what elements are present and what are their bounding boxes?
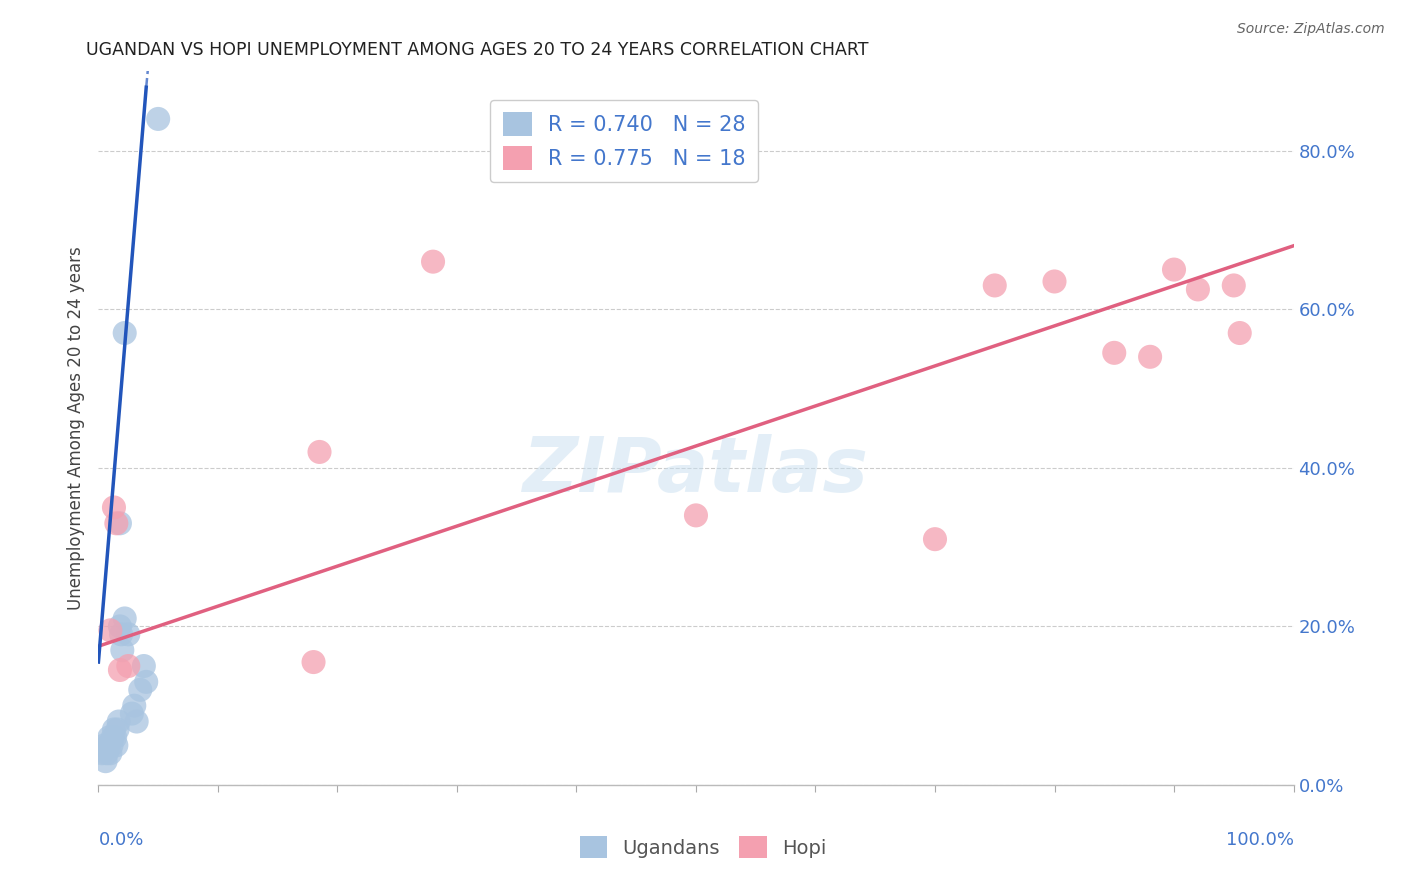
Point bbox=[1139, 350, 1161, 364]
Point bbox=[148, 112, 170, 126]
Point bbox=[103, 723, 125, 737]
Point bbox=[1229, 326, 1251, 340]
Point bbox=[302, 655, 325, 669]
Point bbox=[105, 516, 128, 531]
Point bbox=[108, 516, 131, 531]
Point bbox=[129, 682, 152, 697]
Point bbox=[98, 746, 122, 760]
Point bbox=[91, 746, 114, 760]
Text: ZIPatlas: ZIPatlas bbox=[523, 434, 869, 508]
Point bbox=[101, 731, 124, 745]
Point bbox=[97, 739, 120, 753]
Point bbox=[96, 746, 118, 760]
Text: UGANDAN VS HOPI UNEMPLOYMENT AMONG AGES 20 TO 24 YEARS CORRELATION CHART: UGANDAN VS HOPI UNEMPLOYMENT AMONG AGES … bbox=[87, 41, 869, 59]
Point bbox=[117, 627, 139, 641]
Point bbox=[98, 731, 121, 745]
Text: 100.0%: 100.0% bbox=[1226, 831, 1294, 849]
Point bbox=[114, 611, 136, 625]
Point bbox=[107, 723, 129, 737]
Point bbox=[114, 326, 136, 340]
Point bbox=[308, 445, 330, 459]
Point bbox=[104, 731, 127, 745]
Point bbox=[984, 278, 1007, 293]
Point bbox=[108, 663, 131, 677]
Point bbox=[422, 254, 444, 268]
Text: Source: ZipAtlas.com: Source: ZipAtlas.com bbox=[1237, 22, 1385, 37]
Point bbox=[105, 739, 128, 753]
Point bbox=[132, 659, 155, 673]
Point bbox=[1163, 262, 1185, 277]
Legend: Ugandans, Hopi: Ugandans, Hopi bbox=[572, 828, 834, 866]
Text: 0.0%: 0.0% bbox=[98, 831, 143, 849]
Point bbox=[924, 532, 946, 546]
Point bbox=[111, 643, 134, 657]
Point bbox=[121, 706, 143, 721]
Point bbox=[110, 627, 132, 641]
Point bbox=[107, 714, 129, 729]
Legend: R = 0.740   N = 28, R = 0.775   N = 18: R = 0.740 N = 28, R = 0.775 N = 18 bbox=[491, 100, 758, 182]
Point bbox=[108, 619, 131, 633]
Point bbox=[103, 500, 125, 515]
Point bbox=[685, 508, 707, 523]
Point bbox=[1043, 275, 1066, 289]
Point bbox=[1223, 278, 1246, 293]
Point bbox=[125, 714, 148, 729]
Point bbox=[98, 624, 122, 638]
Y-axis label: Unemployment Among Ages 20 to 24 years: Unemployment Among Ages 20 to 24 years bbox=[66, 246, 84, 610]
Point bbox=[124, 698, 146, 713]
Point bbox=[135, 674, 157, 689]
Point bbox=[1187, 282, 1209, 296]
Point bbox=[117, 659, 139, 673]
Point bbox=[1104, 346, 1126, 360]
Point bbox=[94, 754, 117, 768]
Point bbox=[100, 739, 122, 753]
Point bbox=[93, 739, 115, 753]
